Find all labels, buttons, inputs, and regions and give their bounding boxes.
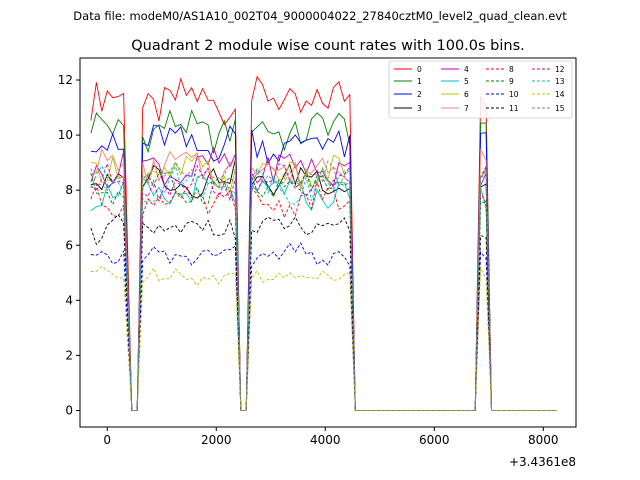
legend-label-4: 4 <box>464 65 469 74</box>
legend-label-1: 1 <box>417 77 422 86</box>
x-tick-label: 2000 <box>201 433 232 447</box>
chart-title: Quadrant 2 module wise count rates with … <box>131 38 525 54</box>
legend-label-14: 14 <box>555 90 565 99</box>
legend-label-9: 9 <box>509 77 514 86</box>
legend-label-3: 3 <box>417 104 422 113</box>
legend-label-8: 8 <box>509 65 514 74</box>
legend-label-11: 11 <box>509 104 519 113</box>
y-tick-label: 6 <box>65 238 73 252</box>
x-tick-label: 4000 <box>310 433 341 447</box>
legend-label-12: 12 <box>555 65 565 74</box>
series-line-7 <box>90 147 557 411</box>
x-tick-label: 0 <box>103 433 111 447</box>
y-tick-label: 0 <box>65 403 73 417</box>
legend-label-10: 10 <box>509 90 519 99</box>
axes-frame <box>79 57 577 428</box>
y-axis: 0 2 4 6 8 10 12 <box>58 73 80 417</box>
series-line-14 <box>90 265 557 411</box>
series-line-11 <box>90 213 557 411</box>
legend-label-0: 0 <box>417 65 422 74</box>
x-tick-label: 8000 <box>528 433 559 447</box>
x-tick-label: 6000 <box>419 433 450 447</box>
series-line-15 <box>90 160 557 411</box>
legend-label-15: 15 <box>555 104 565 113</box>
series-line-13 <box>90 164 557 411</box>
y-tick-label: 10 <box>58 128 73 142</box>
y-tick-label: 8 <box>65 183 73 197</box>
legend-frame <box>388 60 573 119</box>
plot-lines <box>90 75 557 411</box>
legend-label-2: 2 <box>417 90 422 99</box>
x-axis: 0 2000 4000 6000 8000 <box>103 427 559 447</box>
legend-label-7: 7 <box>464 104 469 113</box>
x-axis-offset-label: +3.4361e8 <box>509 455 576 469</box>
legend-label-13: 13 <box>555 77 565 86</box>
legend-label-5: 5 <box>464 77 469 86</box>
y-tick-label: 2 <box>65 348 73 362</box>
y-tick-label: 4 <box>65 293 73 307</box>
figure-suptitle: Data file: modeM0/AS1A10_002T04_90000040… <box>73 9 567 23</box>
legend-label-6: 6 <box>464 90 469 99</box>
y-tick-label: 12 <box>58 73 73 87</box>
